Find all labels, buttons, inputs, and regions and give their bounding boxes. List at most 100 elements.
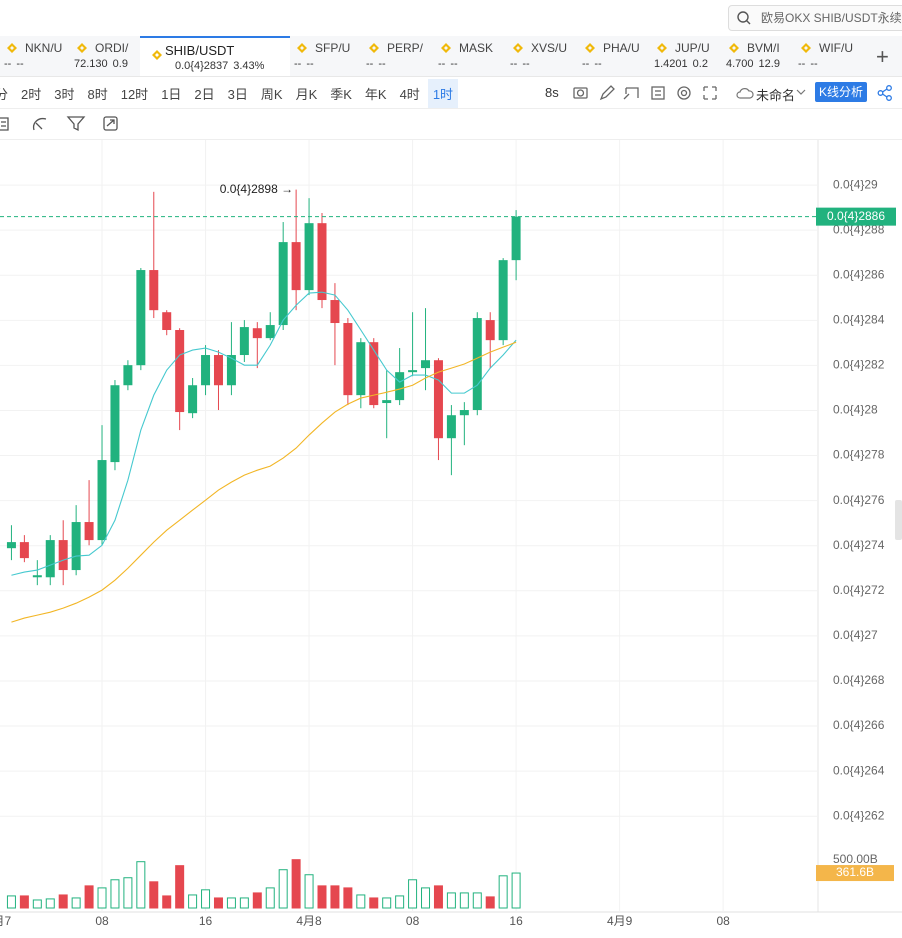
toolbar-icons[interactable] (572, 84, 752, 102)
x-tick-label: 08 (406, 914, 420, 928)
candle-body (97, 460, 107, 541)
drawing-tools[interactable] (0, 113, 130, 135)
tab-quote: -- -- (366, 58, 391, 70)
tab-price: -- (294, 58, 302, 70)
candle-body (226, 355, 236, 386)
volume-bar (110, 879, 120, 909)
candle-body (110, 385, 120, 463)
tab-change: -- (810, 58, 818, 70)
y-tick-label: 0.0{4}264 (833, 763, 885, 777)
tab-name: ORDI/ (95, 41, 129, 55)
candle-body (149, 270, 159, 311)
candle-body (382, 400, 392, 404)
interval[interactable]: 分 (0, 86, 9, 102)
search-box[interactable]: 欧易OKX SHIB/USDT永续 (728, 5, 902, 31)
volume-bar (369, 897, 379, 909)
tab-price: -- (438, 58, 446, 70)
volume-bar (252, 892, 262, 909)
volume-bar (498, 875, 508, 909)
tab[interactable]: SFP/U -- -- (290, 36, 362, 76)
volume-value-label: 361.6B (836, 865, 874, 879)
interval[interactable]: 12时 (120, 86, 149, 102)
tab-name: BVM/I (747, 41, 780, 55)
tab-name: SHIB/USDT (165, 43, 235, 58)
interval[interactable]: 8时 (87, 86, 108, 102)
tab[interactable]: ORDI/72.130 0.9 (70, 36, 140, 76)
share-icon[interactable] (877, 85, 893, 101)
candle-body (252, 328, 262, 339)
tab-change: -- (522, 58, 530, 70)
interval[interactable]: 季K (330, 86, 352, 102)
interval[interactable]: 年K (364, 86, 387, 102)
refresh-rate[interactable]: 8s (545, 85, 559, 100)
layout-name[interactable]: 未命名 (756, 88, 796, 103)
interval[interactable]: 3日 (227, 86, 248, 102)
coin-icon (441, 43, 451, 53)
tab[interactable]: PHA/U -- -- (578, 36, 650, 76)
search-icon (737, 11, 751, 25)
interval[interactable]: 1日 (161, 86, 182, 102)
volume-bar (356, 894, 366, 909)
candle-body (291, 242, 301, 291)
tab[interactable]: BVM/I 4.700 12.9 (722, 36, 794, 76)
candle-body (213, 355, 223, 386)
volume-bar (239, 897, 249, 909)
tab[interactable]: WIF/U -- -- (794, 36, 864, 76)
tab-quote: -- -- (510, 58, 535, 70)
coin-icon (801, 43, 811, 53)
volume-bar (84, 885, 94, 909)
volume-bar (71, 897, 81, 909)
tab[interactable]: NKN/U -- -- (0, 36, 70, 76)
side-handle[interactable] (895, 500, 902, 540)
analysis-button[interactable]: K线分析 (815, 82, 867, 102)
interval[interactable]: 2日 (194, 86, 215, 102)
tab-change: -- (450, 58, 458, 70)
last-price-box (816, 207, 896, 226)
tab-name: XVS/U (531, 41, 568, 55)
volume-bar (19, 895, 29, 909)
volume-bar (265, 887, 275, 909)
interval[interactable]: 周K (260, 86, 283, 102)
volume-bar (330, 885, 340, 909)
interval[interactable]: 2时 (21, 86, 42, 102)
candle-body (45, 540, 55, 578)
tab-name: MASK (459, 41, 494, 55)
interval[interactable]: 月K (295, 86, 318, 102)
dropdown-icon (796, 89, 806, 95)
volume-bar (485, 896, 495, 909)
candle-body (123, 365, 133, 386)
x-tick-label: 08 (716, 914, 730, 928)
interval[interactable]: 1时 (427, 78, 459, 108)
y-tick-label: 0.0{4}282 (833, 358, 885, 372)
add-tab[interactable]: + (876, 44, 889, 69)
y-tick-label: 0.0{4}288 (833, 222, 885, 236)
interval[interactable]: 4时 (399, 86, 420, 102)
y-tick-label: 0.0{4}29 (833, 177, 878, 191)
volume-bar (188, 894, 198, 909)
y-tick-label: 0.0{4}27 (833, 628, 878, 642)
tab-name: PERP/ (387, 41, 424, 55)
volume-bar (421, 887, 431, 909)
tab-name: SFP/U (315, 41, 351, 55)
tab-bar: NKN/U -- -- ORDI/72.130 0.9 SHIB/USDT 0.0{4}28… (0, 36, 902, 77)
volume-bar (317, 885, 327, 909)
tab[interactable]: PERP/ -- -- (362, 36, 434, 76)
candle-body (239, 327, 249, 356)
tab[interactable]: XVS/U -- -- (506, 36, 578, 76)
tab-price: -- (510, 58, 518, 70)
tab-quote: -- -- (798, 58, 823, 70)
volume-bar (446, 892, 456, 909)
x-tick-label: 08 (95, 914, 109, 928)
interval[interactable]: 3时 (54, 86, 75, 102)
volume-bar (6, 895, 16, 909)
plot-area (0, 140, 818, 912)
tab[interactable]: MASK -- -- (434, 36, 506, 76)
tab-quote: 4.700 12.9 (726, 58, 785, 70)
tab[interactable]: JUP/U 1.4201 0.2 (650, 36, 722, 76)
volume-bar (162, 895, 172, 909)
candle-body (408, 370, 418, 373)
cloud-icon (736, 88, 754, 99)
candle-body (265, 325, 275, 339)
volume-bar (278, 869, 288, 909)
tab[interactable]: SHIB/USDT 0.0{4}2837 3.43% (140, 36, 290, 76)
